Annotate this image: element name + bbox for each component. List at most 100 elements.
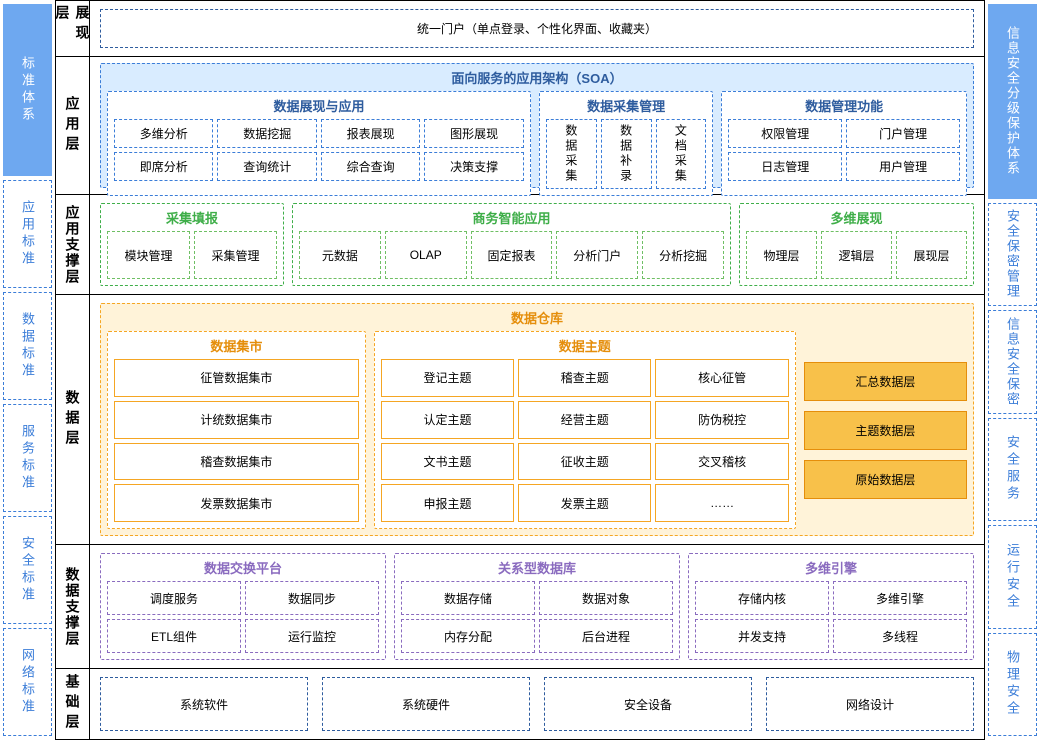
layer-data-support: 数据支撑层 数据交换平台 调度服务 数据同步 ETL组件 运行监控 关系型数据库… bbox=[56, 545, 984, 669]
app-g1-5: 查询统计 bbox=[217, 152, 316, 181]
app-g2-title: 数据采集管理 bbox=[546, 96, 706, 115]
sup-g3-title: 多维展现 bbox=[746, 208, 967, 227]
dw-g2-5: 防伪税控 bbox=[655, 401, 788, 439]
right-item-4: 物理安全 bbox=[988, 633, 1037, 736]
app-g1-3: 图形展现 bbox=[424, 119, 523, 148]
sup-g3-2: 展现层 bbox=[896, 231, 967, 279]
sup-g1-0: 模块管理 bbox=[107, 231, 190, 279]
left-item-1: 数据标准 bbox=[3, 292, 52, 400]
app-g2-1: 数据补录 bbox=[601, 119, 652, 189]
app-g1-4: 即席分析 bbox=[114, 152, 213, 181]
layer5-label: 数据支撑层 bbox=[56, 545, 90, 668]
ds-g3-3: 多线程 bbox=[833, 619, 967, 653]
layer1-label: 展现层 bbox=[56, 1, 90, 56]
app-g1-7: 决策支撑 bbox=[424, 152, 523, 181]
ds-g3: 多维引擎 存储内核 多维引擎 并发支持 多线程 bbox=[688, 553, 974, 660]
dw-g2-3: 认定主题 bbox=[381, 401, 514, 439]
layer2-label: 应用层 bbox=[56, 57, 90, 194]
layer-application: 应用层 面向服务的应用架构（SOA） 数据展现与应用 多维分析 数据挖掘 报表展… bbox=[56, 57, 984, 195]
dw-g2-1: 稽查主题 bbox=[518, 359, 651, 397]
app-g2: 数据采集管理 数据采集 数据补录 文档采集 bbox=[539, 91, 713, 196]
right-top-block: 信息安全分级保护体系 bbox=[988, 4, 1037, 199]
dw-g2-8: 交叉稽核 bbox=[655, 443, 788, 481]
ds-g2-0: 数据存储 bbox=[401, 581, 535, 615]
app-g1: 数据展现与应用 多维分析 数据挖掘 报表展现 图形展现 即席分析 查询统计 综合… bbox=[107, 91, 531, 196]
ds-g1-1: 数据同步 bbox=[245, 581, 379, 615]
ds-g3-0: 存储内核 bbox=[695, 581, 829, 615]
app-g1-0: 多维分析 bbox=[114, 119, 213, 148]
right-item-2: 安全服务 bbox=[988, 418, 1037, 521]
ds-g2-1: 数据对象 bbox=[539, 581, 673, 615]
ds-g2-2: 内存分配 bbox=[401, 619, 535, 653]
ds-g1-3: 运行监控 bbox=[245, 619, 379, 653]
dw-g2-title: 数据主题 bbox=[381, 336, 789, 355]
ds-g3-1: 多维引擎 bbox=[833, 581, 967, 615]
base-2: 安全设备 bbox=[544, 677, 752, 731]
right-item-0: 安全保密管理 bbox=[988, 203, 1037, 306]
dw-side-0: 汇总数据层 bbox=[804, 362, 967, 401]
dw-g2-6: 文书主题 bbox=[381, 443, 514, 481]
dw-g1: 数据集市 征管数据集市 计统数据集市 稽查数据集市 发票数据集市 bbox=[107, 331, 366, 529]
dw-g2: 数据主题 登记主题 稽查主题 核心征管 认定主题 经营主题 防伪税控 文书主题 … bbox=[374, 331, 796, 529]
dw-g1-1: 计统数据集市 bbox=[114, 401, 359, 439]
sup-g3-1: 逻辑层 bbox=[821, 231, 892, 279]
sup-g1-1: 采集管理 bbox=[194, 231, 277, 279]
sup-g1: 采集填报 模块管理 采集管理 bbox=[100, 203, 284, 286]
app-g1-2: 报表展现 bbox=[321, 119, 420, 148]
ds-g1-0: 调度服务 bbox=[107, 581, 241, 615]
dw-side: 汇总数据层 主题数据层 原始数据层 bbox=[804, 331, 967, 529]
app-g1-6: 综合查询 bbox=[321, 152, 420, 181]
soa-title: 面向服务的应用架构（SOA） bbox=[107, 68, 967, 87]
dw-g2-7: 征收主题 bbox=[518, 443, 651, 481]
right-item-1: 信息安全保密 bbox=[988, 310, 1037, 413]
dw-g2-0: 登记主题 bbox=[381, 359, 514, 397]
base-1: 系统硬件 bbox=[322, 677, 530, 731]
ds-g1-2: ETL组件 bbox=[107, 619, 241, 653]
left-item-0: 应用标准 bbox=[3, 180, 52, 288]
sup-g1-title: 采集填报 bbox=[107, 208, 277, 227]
app-g3-2: 日志管理 bbox=[728, 152, 842, 181]
left-item-4: 网络标准 bbox=[3, 628, 52, 736]
app-g3-title: 数据管理功能 bbox=[728, 96, 960, 115]
sup-g2-3: 分析门户 bbox=[556, 231, 638, 279]
left-top-block: 标准体系 bbox=[3, 4, 52, 176]
app-g3-3: 用户管理 bbox=[846, 152, 960, 181]
dw-g2-4: 经营主题 bbox=[518, 401, 651, 439]
sup-g2: 商务智能应用 元数据 OLAP 固定报表 分析门户 分析挖掘 bbox=[292, 203, 731, 286]
layer3-label: 应用支撑层 bbox=[56, 195, 90, 294]
dw-g2-2: 核心征管 bbox=[655, 359, 788, 397]
layer4-label: 数据层 bbox=[56, 295, 90, 544]
dw-g1-2: 稽查数据集市 bbox=[114, 443, 359, 481]
dw-g1-3: 发票数据集市 bbox=[114, 484, 359, 522]
layer6-label: 基础层 bbox=[56, 669, 90, 739]
sup-g3: 多维展现 物理层 逻辑层 展现层 bbox=[739, 203, 974, 286]
layer-app-support: 应用支撑层 采集填报 模块管理 采集管理 商务智能应用 元数据 OLAP 固定报… bbox=[56, 195, 984, 295]
base-0: 系统软件 bbox=[100, 677, 308, 731]
ds-g2: 关系型数据库 数据存储 数据对象 内存分配 后台进程 bbox=[394, 553, 680, 660]
app-g2-0: 数据采集 bbox=[546, 119, 597, 189]
app-g1-title: 数据展现与应用 bbox=[114, 96, 524, 115]
sup-g2-1: OLAP bbox=[385, 231, 467, 279]
soa-group: 面向服务的应用架构（SOA） 数据展现与应用 多维分析 数据挖掘 报表展现 图形… bbox=[100, 63, 974, 188]
sup-g2-title: 商务智能应用 bbox=[299, 208, 724, 227]
ds-g3-title: 多维引擎 bbox=[695, 558, 967, 577]
right-sidebar: 信息安全分级保护体系 安全保密管理 信息安全保密 安全服务 运行安全 物理安全 bbox=[985, 0, 1040, 740]
sup-g2-4: 分析挖掘 bbox=[642, 231, 724, 279]
base-3: 网络设计 bbox=[766, 677, 974, 731]
ds-g1: 数据交换平台 调度服务 数据同步 ETL组件 运行监控 bbox=[100, 553, 386, 660]
sup-g3-0: 物理层 bbox=[746, 231, 817, 279]
dw-side-1: 主题数据层 bbox=[804, 411, 967, 450]
left-item-2: 服务标准 bbox=[3, 404, 52, 512]
main-content: 展现层 统一门户（单点登录、个性化界面、收藏夹） 应用层 面向服务的应用架构（S… bbox=[55, 0, 985, 740]
dw-group: 数据仓库 数据集市 征管数据集市 计统数据集市 稽查数据集市 发票数据集市 bbox=[100, 303, 974, 536]
layer-presentation: 展现层 统一门户（单点登录、个性化界面、收藏夹） bbox=[56, 1, 984, 57]
ds-g3-2: 并发支持 bbox=[695, 619, 829, 653]
dw-g1-0: 征管数据集市 bbox=[114, 359, 359, 397]
dw-side-2: 原始数据层 bbox=[804, 460, 967, 499]
app-g2-2: 文档采集 bbox=[656, 119, 707, 189]
right-item-3: 运行安全 bbox=[988, 525, 1037, 628]
left-item-3: 安全标准 bbox=[3, 516, 52, 624]
ds-g1-title: 数据交换平台 bbox=[107, 558, 379, 577]
dw-title: 数据仓库 bbox=[107, 308, 967, 327]
app-g3: 数据管理功能 权限管理 门户管理 日志管理 用户管理 bbox=[721, 91, 967, 196]
